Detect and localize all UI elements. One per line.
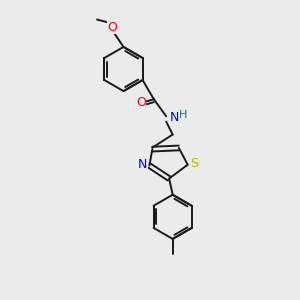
- Text: N: N: [170, 111, 179, 124]
- Text: N: N: [138, 158, 148, 171]
- Text: O: O: [107, 21, 117, 34]
- Text: H: H: [178, 110, 187, 120]
- Text: O: O: [136, 96, 146, 109]
- Text: S: S: [190, 157, 198, 170]
